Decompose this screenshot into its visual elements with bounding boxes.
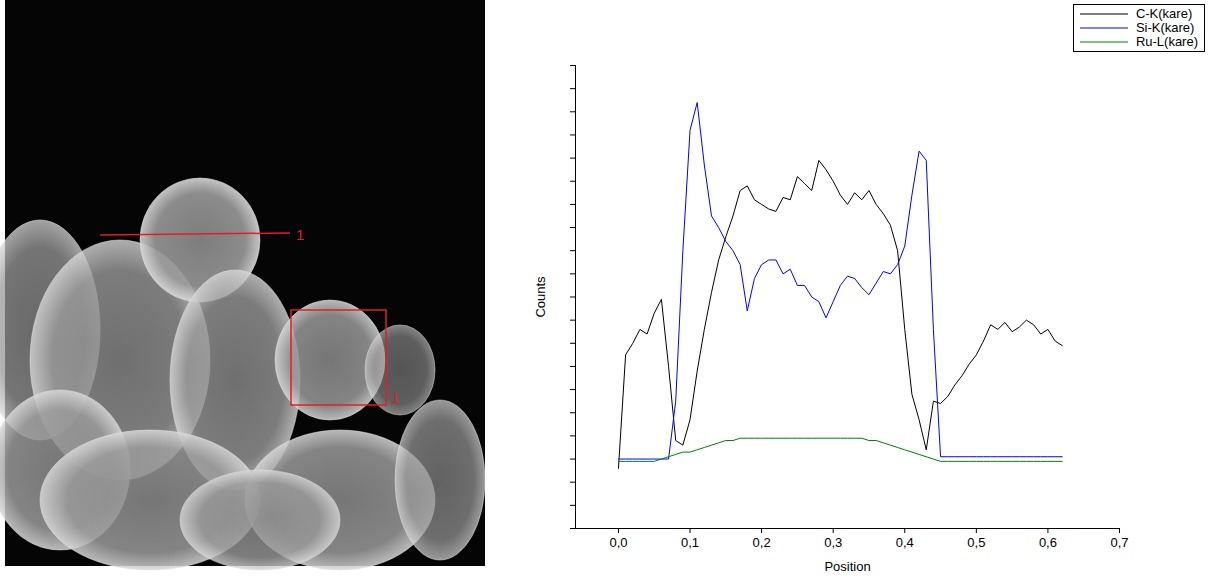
svg-text:0,6: 0,6 (1039, 535, 1057, 550)
html-text:C-K(kare): C-K(kare) (1135, 6, 1193, 21)
svg-text:0,2: 0,2 (753, 535, 771, 550)
html-text:Ru-L(kare): Ru-L(kare) (1135, 34, 1198, 49)
svg-text:0,4: 0,4 (896, 535, 914, 550)
svg-text:1: 1 (296, 226, 304, 243)
svg-text:0,5: 0,5 (967, 535, 985, 550)
svg-text:0,3: 0,3 (824, 535, 842, 550)
svg-text:1: 1 (391, 389, 399, 406)
svg-text:0,7: 0,7 (1110, 535, 1128, 550)
svg-text:0,0: 0,0 (609, 535, 627, 550)
html-text:Si-K(kare): Si-K(kare) (1135, 20, 1195, 35)
svg-text:0,1: 0,1 (681, 535, 699, 550)
svg-text:Position: Position (824, 559, 870, 574)
svg-text:Counts: Counts (533, 276, 548, 318)
